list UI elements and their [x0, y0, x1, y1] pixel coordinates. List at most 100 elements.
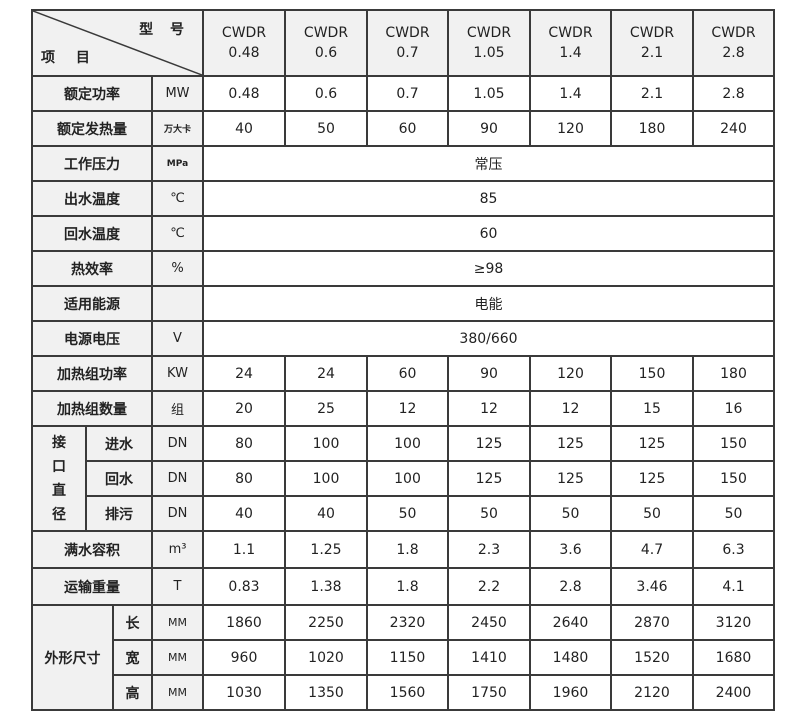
value-cell: 12: [366, 390, 449, 427]
table-row: 额定发热量 万大卡 40 50 60 90 120 180 240: [31, 110, 775, 147]
table-row: 满水容积 m³ 1.1 1.25 1.8 2.3 3.6 4.7 6.3: [31, 530, 775, 569]
value-cell: 50: [610, 495, 694, 532]
row-label: 高: [112, 674, 153, 711]
value-cell: 2.3: [447, 530, 531, 569]
value-cell: 180: [610, 110, 694, 147]
diagonal-divider: [33, 11, 202, 75]
value-cell: 125: [529, 425, 612, 462]
unit-cell: DN: [151, 460, 204, 497]
value-cell: 2.8: [692, 75, 775, 112]
value-cell: 1020: [284, 639, 368, 676]
value-cell: 1.25: [284, 530, 368, 569]
value-cell: 1.4: [529, 75, 612, 112]
row-label: 额定功率: [31, 75, 153, 112]
value-cell: 100: [284, 425, 368, 462]
value-cell: 2120: [610, 674, 694, 711]
table-row: 高 MM 1030 1350 1560 1750 1960 2120 2400: [32, 674, 775, 711]
value-cell: 1520: [610, 639, 694, 676]
row-label: 长: [112, 604, 153, 641]
value-cell: 1960: [529, 674, 612, 711]
row-label: 满水容积: [31, 530, 153, 569]
table-row: 电源电压 V 380/660: [31, 320, 775, 357]
unit-cell: DN: [151, 495, 204, 532]
row-label: 回水: [85, 460, 153, 497]
table-row: 接 口 直 径进水 DN 80 100 100 125 125 125 150: [31, 425, 775, 532]
unit-cell: 组: [151, 390, 204, 427]
value-cell: 12: [447, 390, 531, 427]
value-cell: 1560: [366, 674, 449, 711]
table-row: 外形尺寸长 MM 1860 2250 2320 2450 2640 2870 3120: [31, 604, 775, 711]
value-cell: 90: [447, 355, 531, 392]
spec-table-body: 型 号 项 目 CWDR 0.48 CWDR 0.6 CWDR 0.7 CWDR 1.0…: [31, 9, 775, 711]
value-cell: 6.3: [692, 530, 775, 569]
table-row: 排污 DN 40 40 50 50 50 50 50: [32, 495, 775, 532]
value-cell: 12: [529, 390, 612, 427]
value-cell: 25: [284, 390, 368, 427]
value-cell: 2320: [366, 604, 449, 641]
value-cell: 2640: [529, 604, 612, 641]
value-cell: 1150: [366, 639, 449, 676]
table-row: 额定功率 MW 0.48 0.6 0.7 1.05 1.4 2.1 2.8: [31, 75, 775, 112]
value-cell: 80: [202, 425, 286, 462]
row-label: 热效率: [31, 250, 153, 287]
value-cell: 1.8: [366, 530, 449, 569]
table-row: 宽 MM 960 1020 1150 1410 1480 1520 1680: [32, 639, 775, 676]
value-cell: 125: [447, 460, 531, 497]
value-cell: 90: [447, 110, 531, 147]
table-row: 运输重量 T 0.83 1.38 1.8 2.2 2.8 3.46 4.1: [31, 567, 775, 606]
value-cell: 150: [610, 355, 694, 392]
value-cell: 180: [692, 355, 775, 392]
table-row: 回水 DN 80 100 100 125 125 125 150: [32, 460, 775, 497]
row-label: 排污: [85, 495, 153, 532]
unit-cell: MM: [151, 639, 204, 676]
value-cell: 1.1: [202, 530, 286, 569]
value-cell: 1.8: [366, 567, 449, 606]
model-header: CWDR 1.4: [529, 9, 612, 77]
model-label: 型 号: [139, 22, 190, 38]
table-row: 加热组数量组 20 25 12 12 12 15 16: [31, 390, 775, 427]
value-cell: 2.8: [529, 567, 612, 606]
unit-cell: 万大卡: [151, 110, 204, 147]
item-label: 项 目: [41, 50, 98, 66]
row-label: 加热组数量: [31, 390, 153, 427]
unit-cell: MM: [151, 604, 204, 641]
value-cell: 16: [692, 390, 775, 427]
unit-cell: MM: [151, 674, 204, 711]
value-cell: 2.2: [447, 567, 531, 606]
unit-cell: ℃: [151, 180, 204, 217]
table-row: 回水温度 ℃ 60: [31, 215, 775, 252]
row-label: 运输重量: [31, 567, 153, 606]
value-cell: 常压: [202, 145, 775, 182]
value-cell: 2400: [692, 674, 775, 711]
corner-cell: 型 号 项 目: [31, 9, 204, 77]
row-label: 回水温度: [31, 215, 153, 252]
unit-cell: DN: [151, 425, 204, 462]
value-cell: 4.1: [692, 567, 775, 606]
value-cell: 60: [366, 355, 449, 392]
value-cell: ≥98: [202, 250, 775, 287]
value-cell: 60: [202, 215, 775, 252]
value-cell: 2870: [610, 604, 694, 641]
unit-cell: T: [151, 567, 204, 606]
value-cell: 1750: [447, 674, 531, 711]
value-cell: 960: [202, 639, 286, 676]
row-label: 进水: [85, 425, 153, 462]
value-cell: 40: [202, 110, 286, 147]
value-cell: 100: [366, 460, 449, 497]
model-header: CWDR 2.1: [610, 9, 694, 77]
model-header: CWDR 0.6: [284, 9, 368, 77]
value-cell: 125: [447, 425, 531, 462]
value-cell: 2.1: [610, 75, 694, 112]
value-cell: 3.6: [529, 530, 612, 569]
value-cell: 120: [529, 355, 612, 392]
unit-cell: MPa: [151, 145, 204, 182]
unit-cell: MW: [151, 75, 204, 112]
model-header: CWDR 0.7: [366, 9, 449, 77]
value-cell: 1410: [447, 639, 531, 676]
row-label: 电源电压: [31, 320, 153, 357]
table-row: 加热组功率 KW 24 24 60 90 120 150 180: [31, 355, 775, 392]
row-label: 宽: [112, 639, 153, 676]
value-cell: 100: [366, 425, 449, 462]
value-cell: 125: [610, 460, 694, 497]
value-cell: 3.46: [610, 567, 694, 606]
